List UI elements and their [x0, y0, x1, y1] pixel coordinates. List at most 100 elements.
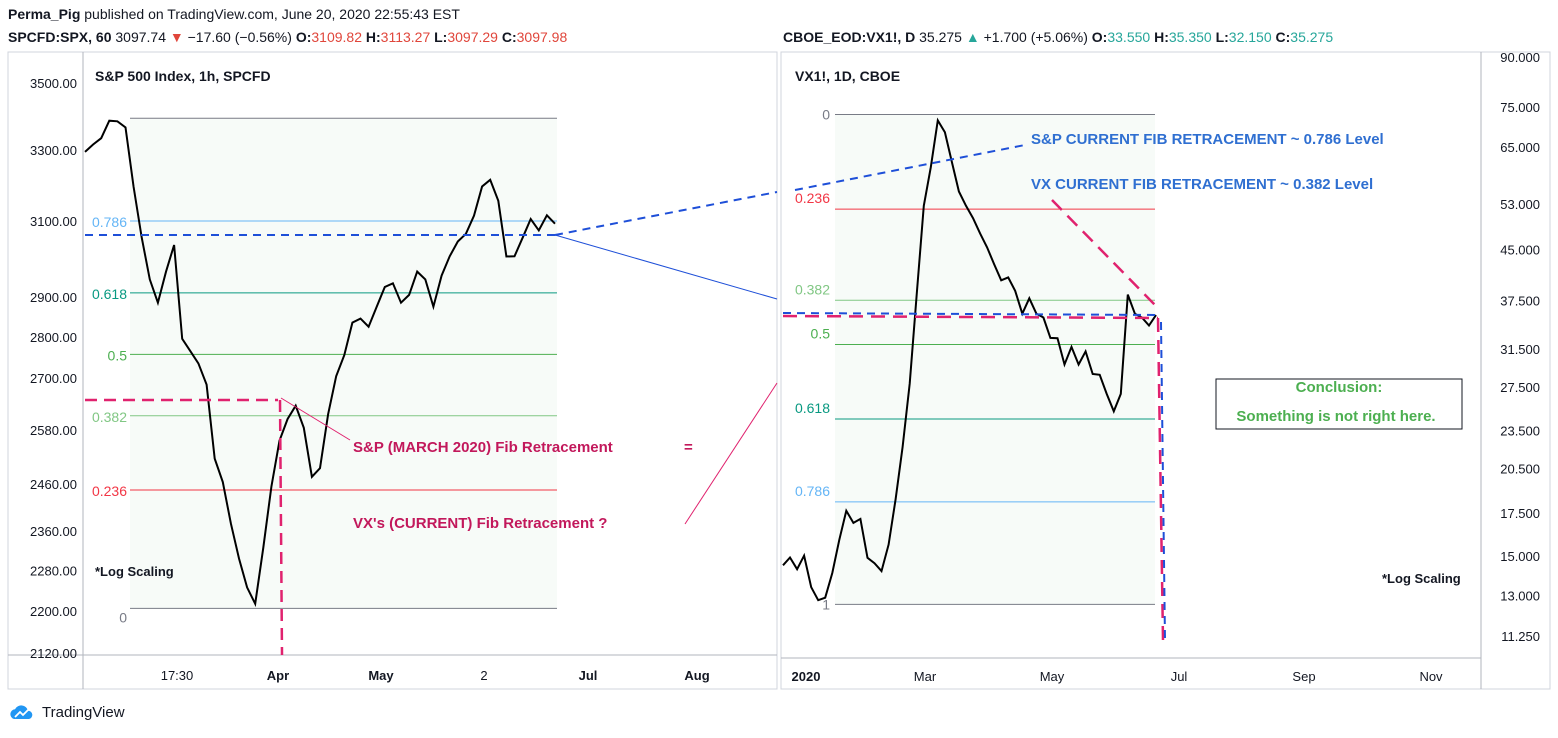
right-x-tick-2: May — [1040, 669, 1065, 684]
left-change: −17.60 (−0.56%) — [187, 29, 292, 45]
right-panel-frame — [780, 51, 1551, 690]
right-y-tick-4: 45.000 — [1500, 242, 1540, 257]
left-chart: 3500.00 3300.00 3100.00 2900.00 2800.00 2700.… — [30, 76, 778, 683]
equals-sign: = — [684, 439, 693, 456]
right-pink-dashed-vertical — [1156, 317, 1165, 641]
right-blue-dashed-trend — [794, 144, 1026, 191]
right-close: 35.275 — [1290, 29, 1334, 45]
right-fib-label-4: 0.618 — [795, 400, 830, 416]
left-x-tick-5: Aug — [684, 668, 709, 683]
right-y-tick-1: 75.000 — [1500, 100, 1540, 115]
right-fib-label-3: 0.5 — [811, 326, 831, 342]
left-l-label: L: — [434, 29, 448, 45]
right-fib-label-1: 0.236 — [795, 190, 830, 206]
right-y-tick-6: 31.500 — [1500, 342, 1540, 357]
left-o-label: O: — [295, 29, 312, 45]
left-low: 3097.29 — [447, 29, 498, 45]
left-high: 3113.27 — [380, 29, 431, 45]
right-legend: CBOE_EOD:VX1!, D 35.275 ▲ +1.700 (+5.06%… — [783, 29, 1333, 45]
published-text: published on TradingView.com, June 20, 2… — [84, 6, 460, 22]
left-chart-title: S&P 500 Index, 1h, SPCFD — [95, 68, 271, 84]
right-h-label: H: — [1154, 29, 1169, 45]
up-triangle-icon: ▲ — [965, 29, 980, 45]
right-c-label: C: — [1275, 29, 1291, 45]
left-pink-pointer — [280, 397, 351, 441]
left-x-tick-1: Apr — [267, 668, 289, 683]
left-log-note: *Log Scaling — [95, 564, 174, 579]
right-y-tick-12: 13.000 — [1500, 589, 1540, 604]
left-y-tick-3: 2900.00 — [30, 290, 77, 305]
left-h-label: H: — [365, 29, 381, 45]
right-blue-dashed-level — [782, 312, 1161, 316]
left-x-tick-4: Jul — [579, 668, 598, 683]
left-panel-frame — [7, 51, 778, 690]
left-blue-connector — [554, 234, 778, 300]
right-blue-dashed-vertical — [1160, 321, 1166, 641]
right-y-tick-2: 65.000 — [1500, 140, 1540, 155]
left-y-tick-7: 2460.00 — [30, 477, 77, 492]
right-x-tick-0: 2020 — [792, 669, 821, 684]
right-y-tick-10: 17.500 — [1500, 506, 1540, 521]
sp-current-fib-note: S&P CURRENT FIB RETRACEMENT ~ 0.786 Leve… — [1031, 131, 1384, 148]
right-fib-label-2: 0.382 — [795, 281, 830, 297]
left-y-tick-5: 2700.00 — [30, 371, 77, 386]
publish-header: Perma_Pig published on TradingView.com, … — [8, 6, 460, 22]
right-y-tick-9: 20.500 — [1500, 462, 1540, 477]
right-y-tick-8: 23.500 — [1500, 424, 1540, 439]
left-y-tick-6: 2580.00 — [30, 423, 77, 438]
right-y-tick-3: 53.000 — [1500, 197, 1540, 212]
right-fib-label-5: 0.786 — [795, 483, 830, 499]
left-pink-dashed-vertical — [278, 399, 284, 656]
vx-current-fib-label: VX's (CURRENT) Fib Retracement ? — [353, 515, 607, 532]
left-close: 3097.98 — [516, 29, 568, 45]
left-c-label: C: — [501, 29, 517, 45]
right-symbol[interactable]: CBOE_EOD:VX1!, D — [783, 29, 916, 45]
right-price: 35.275 — [919, 29, 962, 45]
conclusion-body: Something is not right here. — [1236, 408, 1435, 425]
author-name[interactable]: Perma_Pig — [8, 6, 81, 22]
right-fib-background — [835, 114, 1155, 605]
left-x-tick-2: May — [368, 668, 394, 683]
left-fib-label-3: 0.5 — [108, 347, 128, 363]
right-chart-title: VX1!, 1D, CBOE — [795, 68, 900, 84]
left-fib-label-4: 0.618 — [92, 286, 127, 302]
left-y-tick-4: 2800.00 — [30, 330, 77, 345]
left-fib-label-0: 0 — [119, 609, 127, 625]
down-triangle-icon: ▼ — [169, 29, 184, 45]
left-y-tick-9: 2280.00 — [30, 563, 77, 578]
left-x-tick-0: 17:30 — [161, 668, 194, 683]
left-fib-label-2: 0.382 — [92, 409, 127, 425]
right-y-tick-13: 11.250 — [1501, 629, 1540, 644]
left-y-tick-11: 2120.00 — [30, 646, 77, 661]
left-y-tick-1: 3300.00 — [30, 143, 77, 158]
right-o-label: O: — [1091, 29, 1108, 45]
right-fib-label-6: 1 — [822, 596, 830, 612]
right-y-tick-11: 15.000 — [1500, 549, 1540, 564]
right-chart: 90.000 75.000 65.000 53.000 45.000 37.500 31.5… — [782, 50, 1540, 684]
tradingview-footer[interactable]: TradingView — [8, 704, 125, 721]
conclusion-box — [1215, 378, 1463, 430]
left-y-tick-0: 3500.00 — [30, 76, 77, 91]
right-price-series — [782, 117, 1157, 602]
right-l-label: L: — [1215, 29, 1229, 45]
right-x-tick-1: Mar — [914, 669, 937, 684]
left-fib-label-1: 0.236 — [92, 483, 127, 499]
right-pink-dashed-level — [782, 314, 1159, 320]
left-open: 3109.82 — [311, 29, 362, 45]
right-x-tick-3: Jul — [1171, 669, 1188, 684]
sp-march-fib-label: S&P (MARCH 2020) Fib Retracement — [353, 439, 613, 456]
right-fib-label-0: 0 — [822, 107, 830, 123]
right-y-tick-0: 90.000 — [1500, 50, 1540, 65]
vx-current-fib-note: VX CURRENT FIB RETRACEMENT ~ 0.382 Level — [1031, 176, 1373, 193]
tradingview-cloud-icon — [10, 704, 33, 719]
left-legend: SPCFD:SPX, 60 3097.74 ▼ −17.60 (−0.56%) … — [8, 29, 567, 45]
left-pink-connector — [684, 382, 778, 525]
right-x-tick-5: Nov — [1419, 669, 1443, 684]
right-pink-dashed-trend — [1051, 199, 1159, 309]
left-y-tick-8: 2360.00 — [30, 524, 77, 539]
left-y-tick-10: 2200.00 — [30, 604, 77, 619]
left-symbol[interactable]: SPCFD:SPX, 60 — [8, 29, 112, 45]
right-high: 35.350 — [1168, 29, 1212, 45]
left-fib-background — [130, 118, 557, 609]
